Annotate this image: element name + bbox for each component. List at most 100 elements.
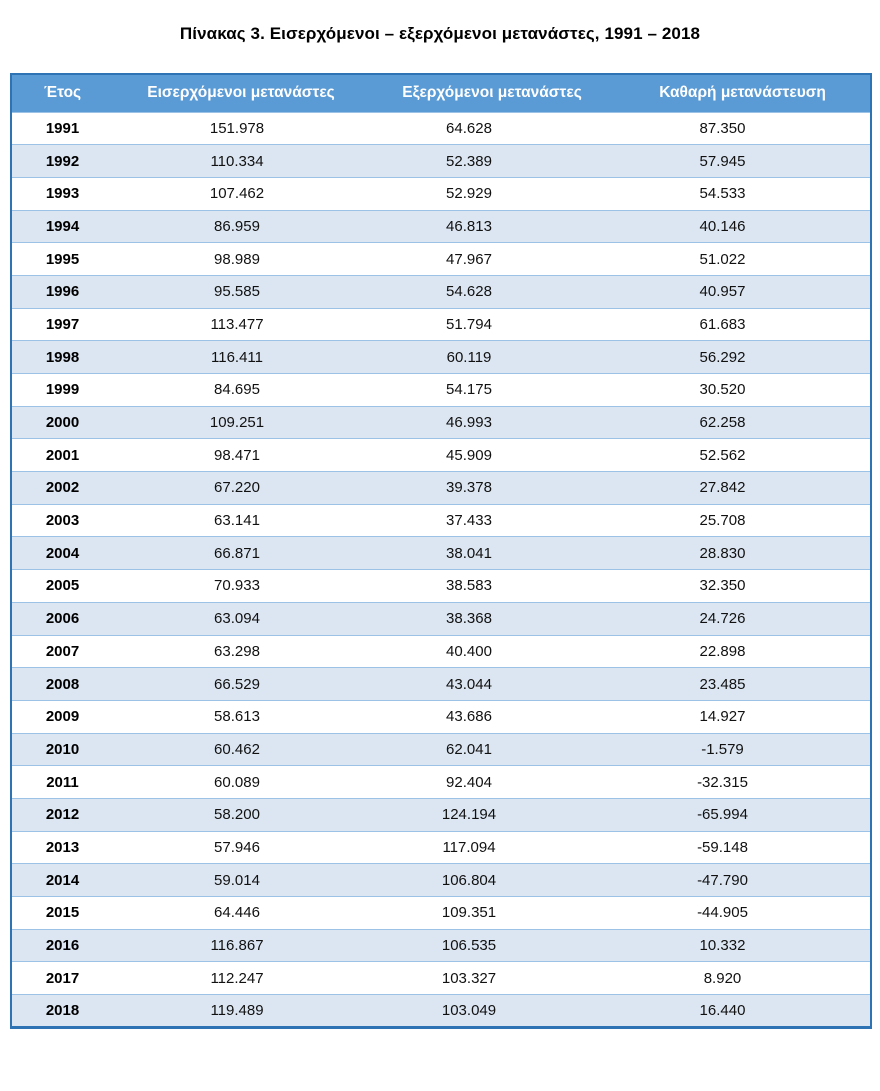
- value-cell: 66.871: [113, 536, 369, 570]
- value-cell: -44.905: [615, 896, 871, 930]
- value-cell: 51.022: [615, 242, 871, 276]
- table-row: 1999 84.695 54.175 30.520: [11, 373, 871, 407]
- year-cell: 2007: [11, 634, 113, 668]
- value-cell: 64.446: [113, 896, 369, 930]
- year-cell: 2008: [11, 667, 113, 701]
- value-cell: -32.315: [615, 765, 871, 799]
- value-cell: 124.194: [369, 797, 615, 832]
- table-row: 1996 95.585 54.628 40.957: [11, 274, 871, 309]
- table-row: 2002 67.220 39.378 27.842: [11, 471, 871, 505]
- migration-table: Έτος Εισερχόμενοι μετανάστες Εξερχόμενοι μ…: [10, 73, 872, 1029]
- value-cell: 109.351: [369, 896, 615, 930]
- table-row: 2008 66.529 43.044 23.485: [11, 667, 871, 701]
- year-cell: 2016: [11, 928, 113, 962]
- value-cell: 107.462: [113, 176, 369, 211]
- value-cell: 51.794: [369, 307, 615, 341]
- value-cell: 116.411: [113, 340, 369, 374]
- value-cell: 52.562: [615, 438, 871, 472]
- value-cell: 37.433: [369, 503, 615, 537]
- column-header-1: Εισερχόμενοι μετανάστες: [113, 74, 369, 112]
- value-cell: 40.400: [369, 634, 615, 668]
- value-cell: 109.251: [113, 405, 369, 439]
- table-row: 2003 63.141 37.433 25.708: [11, 503, 871, 537]
- column-header-3: Καθαρή μετανάστευση: [615, 74, 871, 112]
- year-cell: 2006: [11, 601, 113, 635]
- year-cell: 2013: [11, 830, 113, 864]
- value-cell: 116.867: [113, 928, 369, 962]
- value-cell: 103.049: [369, 994, 615, 1028]
- table-row: 1998 116.411 60.119 56.292: [11, 340, 871, 374]
- value-cell: 66.529: [113, 667, 369, 701]
- year-cell: 2010: [11, 732, 113, 766]
- table-row: 2000 109.251 46.993 62.258: [11, 405, 871, 439]
- value-cell: 38.041: [369, 536, 615, 570]
- value-cell: 64.628: [369, 111, 615, 145]
- value-cell: 57.945: [615, 144, 871, 178]
- value-cell: 63.298: [113, 634, 369, 668]
- value-cell: 103.327: [369, 961, 615, 995]
- value-cell: 113.477: [113, 307, 369, 341]
- value-cell: 58.200: [113, 797, 369, 832]
- value-cell: 52.929: [369, 176, 615, 211]
- value-cell: 62.258: [615, 405, 871, 439]
- year-cell: 1996: [11, 274, 113, 309]
- value-cell: 32.350: [615, 569, 871, 603]
- value-cell: 24.726: [615, 601, 871, 635]
- table-row: 2017 112.247 103.327 8.920: [11, 961, 871, 995]
- value-cell: 60.462: [113, 732, 369, 766]
- column-header-0: Έτος: [11, 74, 113, 112]
- value-cell: 39.378: [369, 471, 615, 505]
- value-cell: 106.535: [369, 928, 615, 962]
- year-cell: 2000: [11, 405, 113, 439]
- year-cell: 2003: [11, 503, 113, 537]
- value-cell: 117.094: [369, 830, 615, 864]
- table-title: Πίνακας 3. Εισερχόμενοι – εξερχόμενοι με…: [179, 24, 701, 43]
- value-cell: 62.041: [369, 732, 615, 766]
- year-cell: 1991: [11, 111, 113, 145]
- table-row: 1993 107.462 52.929 54.533: [11, 176, 871, 211]
- year-cell: 2001: [11, 438, 113, 472]
- value-cell: 110.334: [113, 144, 369, 178]
- header-row: Έτος Εισερχόμενοι μετανάστες Εξερχόμενοι μ…: [11, 74, 871, 112]
- value-cell: 95.585: [113, 274, 369, 309]
- value-cell: 70.933: [113, 569, 369, 603]
- table-row: 1997 113.477 51.794 61.683: [11, 307, 871, 341]
- value-cell: 14.927: [615, 699, 871, 734]
- value-cell: 46.993: [369, 405, 615, 439]
- table-row: 2016 116.867 106.535 10.332: [11, 928, 871, 962]
- table-row: 2014 59.014 106.804 -47.790: [11, 863, 871, 897]
- year-cell: 2004: [11, 536, 113, 570]
- value-cell: 52.389: [369, 144, 615, 178]
- value-cell: 10.332: [615, 928, 871, 962]
- value-cell: 151.978: [113, 111, 369, 145]
- table-row: 2015 64.446 109.351 -44.905: [11, 896, 871, 930]
- year-cell: 1997: [11, 307, 113, 341]
- value-cell: 8.920: [615, 961, 871, 995]
- year-cell: 2009: [11, 699, 113, 734]
- year-cell: 2002: [11, 471, 113, 505]
- value-cell: 25.708: [615, 503, 871, 537]
- table-row: 2018 119.489 103.049 16.440: [11, 994, 871, 1028]
- value-cell: 112.247: [113, 961, 369, 995]
- value-cell: 63.094: [113, 601, 369, 635]
- table-row: 1991 151.978 64.628 87.350: [11, 111, 871, 145]
- value-cell: 87.350: [615, 111, 871, 145]
- table-row: 1992 110.334 52.389 57.945: [11, 144, 871, 178]
- table-row: 2012 58.200 124.194 -65.994: [11, 797, 871, 832]
- value-cell: 54.533: [615, 176, 871, 211]
- value-cell: -65.994: [615, 797, 871, 832]
- value-cell: -47.790: [615, 863, 871, 897]
- year-cell: 2014: [11, 863, 113, 897]
- value-cell: 30.520: [615, 373, 871, 407]
- value-cell: 16.440: [615, 994, 871, 1028]
- value-cell: 40.146: [615, 209, 871, 243]
- value-cell: 28.830: [615, 536, 871, 570]
- value-cell: 23.485: [615, 667, 871, 701]
- table-row: 1994 86.959 46.813 40.146: [11, 209, 871, 243]
- value-cell: 56.292: [615, 340, 871, 374]
- value-cell: 57.946: [113, 830, 369, 864]
- value-cell: 47.967: [369, 242, 615, 276]
- value-cell: 61.683: [615, 307, 871, 341]
- year-cell: 1995: [11, 242, 113, 276]
- year-cell: 2015: [11, 896, 113, 930]
